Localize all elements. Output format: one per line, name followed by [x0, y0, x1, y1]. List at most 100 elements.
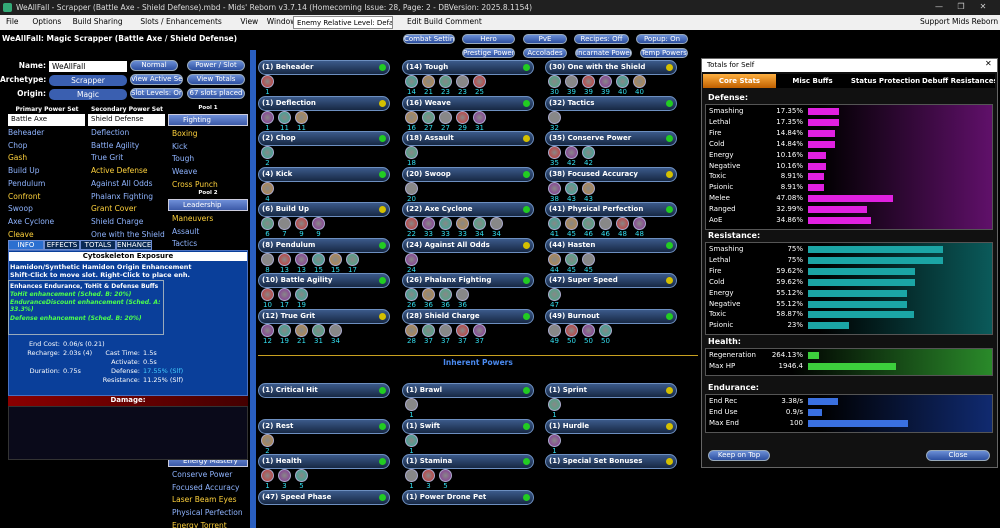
slot[interactable]: [422, 288, 435, 301]
slot[interactable]: [565, 146, 578, 159]
power-pill[interactable]: [402, 202, 534, 217]
power-list-item[interactable]: Boxing: [172, 129, 198, 138]
power-list-item[interactable]: Laser Beam Eyes: [172, 495, 237, 505]
pool-dropdown[interactable]: Leadership: [168, 199, 248, 211]
slot[interactable]: [599, 323, 612, 337]
slot[interactable]: [261, 75, 274, 88]
totals-button[interactable]: Keep on Top: [708, 450, 770, 461]
slot[interactable]: [405, 252, 418, 266]
slot[interactable]: [565, 181, 578, 195]
header-button[interactable]: View Totals: [187, 74, 245, 85]
power-list-item[interactable]: Conserve Power: [172, 470, 233, 479]
power-list-item[interactable]: Assault: [172, 226, 200, 236]
header-button[interactable]: Slot Levels: On: [130, 88, 183, 99]
power-list-item[interactable]: Tough: [172, 154, 195, 164]
power-list-item[interactable]: Cross Punch: [172, 179, 218, 189]
power-list-item[interactable]: Active Defense: [91, 166, 148, 176]
power-pill[interactable]: [545, 308, 677, 324]
slot[interactable]: [261, 217, 274, 230]
slot[interactable]: [439, 323, 452, 337]
slot[interactable]: [456, 288, 469, 301]
power-pill[interactable]: [258, 60, 390, 75]
slot[interactable]: [405, 110, 418, 124]
totals-close[interactable]: ✕: [985, 59, 992, 68]
slot[interactable]: [405, 181, 418, 195]
power-list-item[interactable]: Deflection: [91, 128, 130, 137]
slot[interactable]: [548, 146, 561, 159]
power-list-item[interactable]: Pendulum: [8, 178, 46, 188]
power-pill[interactable]: [545, 454, 677, 469]
slot[interactable]: [405, 433, 418, 447]
field-value[interactable]: WeAllFall: [49, 61, 127, 72]
power-pill[interactable]: [258, 95, 390, 111]
power-list-item[interactable]: Gash: [8, 153, 28, 163]
power-pill[interactable]: [258, 202, 390, 217]
slot[interactable]: [422, 469, 435, 482]
slot[interactable]: [422, 110, 435, 124]
slot[interactable]: [456, 110, 469, 124]
slot[interactable]: [295, 252, 308, 266]
slot[interactable]: [565, 252, 578, 266]
info-tab[interactable]: TOTALS: [80, 240, 116, 250]
slot[interactable]: [565, 75, 578, 88]
power-list-item[interactable]: Chop: [8, 140, 28, 150]
slot[interactable]: [405, 288, 418, 301]
menu-item[interactable]: File: [6, 17, 19, 26]
top-button[interactable]: Prestige Powers: [462, 48, 515, 58]
slot[interactable]: [261, 110, 274, 124]
power-pill[interactable]: [545, 273, 677, 288]
slot[interactable]: [278, 288, 291, 301]
slot[interactable]: [295, 110, 308, 124]
power-pill[interactable]: [258, 166, 390, 182]
slot[interactable]: [278, 217, 291, 230]
field-value[interactable]: Scrapper: [49, 75, 127, 86]
power-pill[interactable]: [402, 131, 534, 146]
slot[interactable]: [582, 252, 595, 266]
slot[interactable]: [439, 217, 452, 230]
power-list-item[interactable]: Maneuvers: [172, 214, 214, 223]
top-button[interactable]: Popup: On: [636, 34, 688, 44]
slot[interactable]: [278, 110, 291, 124]
slot[interactable]: [295, 323, 308, 337]
slot[interactable]: [548, 288, 561, 301]
slot[interactable]: [473, 217, 486, 230]
slot[interactable]: [261, 252, 274, 266]
power-list-item[interactable]: Cleave: [8, 229, 34, 239]
slot[interactable]: [422, 217, 435, 230]
power-pill[interactable]: [402, 418, 534, 434]
set-dropdown[interactable]: Battle Axe: [8, 114, 85, 126]
slot[interactable]: [312, 217, 325, 230]
power-list-item[interactable]: Tactics: [172, 239, 198, 249]
power-pill[interactable]: [545, 202, 677, 217]
power-list-item[interactable]: Confront: [8, 191, 41, 201]
slot[interactable]: [582, 217, 595, 230]
power-pill[interactable]: [402, 308, 534, 324]
slot[interactable]: [439, 469, 452, 482]
slot[interactable]: [439, 75, 452, 88]
power-pill[interactable]: [258, 273, 390, 288]
totals-tab[interactable]: Status Protection: [849, 74, 922, 88]
slot[interactable]: [261, 181, 274, 195]
totals-tab[interactable]: Misc Buffs: [776, 74, 849, 88]
top-button[interactable]: PvE: [523, 34, 567, 44]
slot[interactable]: [405, 75, 418, 88]
slot[interactable]: [582, 75, 595, 88]
power-pill[interactable]: [402, 489, 534, 505]
power-pill[interactable]: [402, 383, 534, 398]
slot[interactable]: [490, 217, 503, 230]
slot[interactable]: [616, 75, 629, 88]
slot[interactable]: [346, 252, 359, 266]
power-list-item[interactable]: Physical Perfection: [172, 508, 243, 518]
header-button[interactable]: Power / Slot: [187, 60, 245, 71]
power-list-item[interactable]: Phalanx Fighting: [91, 191, 154, 201]
enemy-level-dropdown[interactable]: Enemy Relative Level: Default: [293, 16, 393, 29]
slot[interactable]: [329, 252, 342, 266]
top-button[interactable]: Temp Powers: [640, 48, 688, 58]
power-list-item[interactable]: Grant Cover: [91, 204, 137, 214]
menu-item[interactable]: Options: [32, 17, 62, 26]
power-pill[interactable]: [545, 237, 677, 253]
edit-comment[interactable]: Edit Build Comment: [407, 17, 482, 26]
slot[interactable]: [439, 288, 452, 301]
power-pill[interactable]: [258, 308, 390, 324]
slot[interactable]: [565, 323, 578, 337]
